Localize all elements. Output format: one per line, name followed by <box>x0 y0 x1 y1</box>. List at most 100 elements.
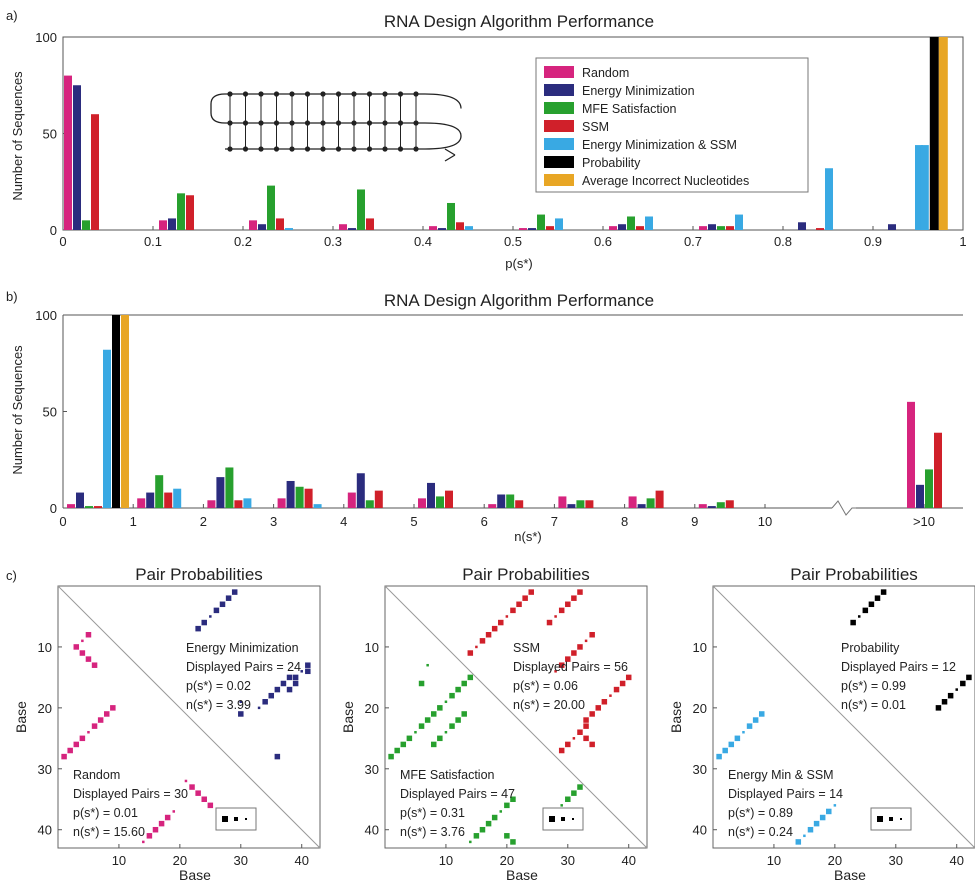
x-tick-label: 0.3 <box>324 234 342 249</box>
bar-energy-minimization-ssm <box>173 488 182 508</box>
hairpin-nucleotide <box>304 91 311 97</box>
pair-point-ssm <box>583 723 589 729</box>
bar-mfe-satisfaction <box>627 216 635 230</box>
hairpin-nucleotide <box>382 91 388 97</box>
legend-label-ssm: SSM <box>582 120 609 134</box>
pair-point-energy-minimization <box>305 668 311 675</box>
panel-a-title: RNA Design Algorithm Performance <box>384 12 654 31</box>
pair-point-random <box>73 644 80 650</box>
pair-point-energy-minimization <box>262 699 268 705</box>
bar-ssm <box>546 226 554 230</box>
x-axis-label: Base <box>179 867 211 883</box>
bar-mfe-satisfaction <box>155 475 164 508</box>
pair-point-ssm <box>625 674 632 681</box>
pair-probability-plot-2: Pair Probabilities 10 20 30 40 10 20 30 40 Base Ba… <box>340 565 648 883</box>
y-tick-label: 30 <box>38 762 52 777</box>
legend-label-random: Random <box>582 66 629 80</box>
pair-point-ssm <box>572 737 576 740</box>
bar-probability <box>112 315 120 508</box>
pair-point-energy-minimization <box>257 706 261 710</box>
x-tick-label: 10 <box>767 853 781 868</box>
hairpin-nucleotide <box>242 120 249 126</box>
bar-probability <box>929 37 939 230</box>
lower-annotation-line: Displayed Pairs = 30 <box>73 787 188 801</box>
diagonal-line <box>384 585 648 849</box>
pair-point-energy-minimization <box>209 615 212 618</box>
bar-energy-minimization-ssm <box>825 168 833 230</box>
hairpin-nucleotide <box>351 91 357 97</box>
pair-point-ssm <box>522 595 528 601</box>
pair-point-ssm <box>609 694 612 697</box>
lower-annotation-line: Energy Min & SSM <box>728 768 834 782</box>
legend-box <box>535 57 809 193</box>
bar-random <box>488 504 497 508</box>
hairpin-backbone <box>210 93 462 137</box>
bar-mfe-satisfaction <box>295 486 304 508</box>
pair-point-ssm <box>528 589 534 595</box>
pair-point-ssm <box>554 615 557 618</box>
pair-point-ssm <box>498 619 504 626</box>
pair-point-energy-minimization <box>292 674 299 681</box>
hairpin-arrowhead <box>444 148 456 162</box>
pair-point-ssm <box>475 645 478 649</box>
hairpin-nucleotide <box>335 91 342 97</box>
legend-swatch-energy-minimization <box>544 84 574 96</box>
bar-random <box>907 401 915 508</box>
bar-ssm <box>725 500 734 508</box>
y-tick-label: 30 <box>693 762 707 777</box>
hairpin-nucleotide <box>304 146 311 152</box>
x-tick-label: 10 <box>439 853 453 868</box>
pair-point-probability <box>862 607 869 614</box>
pair-point-ssm <box>589 631 595 638</box>
bar-random <box>249 220 257 230</box>
pair-point-energy-minimization <box>286 686 293 693</box>
hairpin-nucleotide <box>366 91 373 97</box>
bar-energy-minimization-ssm <box>915 145 923 230</box>
hairpin-nucleotide <box>397 91 404 97</box>
bar-ssm <box>726 226 734 230</box>
hairpin-nucleotide <box>382 120 388 126</box>
pair-point-random <box>189 784 195 790</box>
y-tick-label: 10 <box>38 640 52 655</box>
pair-point-ssm <box>583 717 589 723</box>
bar-random <box>628 496 637 508</box>
bar-energy-minimization <box>567 504 576 508</box>
pair-point-energy-minimization-ssm <box>803 834 806 838</box>
pair-point-mfe-satisfaction <box>510 839 516 845</box>
hairpin-nucleotide <box>397 120 404 126</box>
bar-mfe-satisfaction <box>357 189 365 230</box>
y-tick-label: 0 <box>50 223 57 238</box>
pair-point-energy-minimization-ssm <box>728 741 735 748</box>
bar-ssm <box>374 490 383 508</box>
pair-point-energy-minimization <box>274 753 281 760</box>
pair-point-mfe-satisfaction <box>388 753 394 760</box>
bar-random <box>609 226 617 230</box>
pair-point-ssm <box>584 639 588 643</box>
panel-c: c) Pair Probabilities 10 20 30 40 10 20 30 40 Bas… <box>6 565 975 883</box>
point-size-key-medium <box>234 817 238 821</box>
pair-point-energy-minimization <box>300 670 303 673</box>
x-tick-label: 9 <box>691 514 698 529</box>
x-tick-label: 40 <box>621 853 635 868</box>
bar-energy-minimization-ssm <box>645 216 653 230</box>
y-tick-label: 20 <box>38 701 52 716</box>
hairpin-nucleotide <box>397 146 404 152</box>
pair-point-ssm <box>613 686 620 693</box>
lower-annotation-line: Displayed Pairs = 14 <box>728 787 843 801</box>
panel-c-plots: Pair Probabilities 10 20 30 40 10 20 30 40 Base Ba… <box>13 565 975 883</box>
pair-point-mfe-satisfaction <box>565 796 571 803</box>
upper-annotation-line: SSM <box>513 641 540 655</box>
bar-energy-minimization-ssm <box>465 226 473 230</box>
pair-point-ssm <box>485 631 492 638</box>
hairpin-nucleotide <box>242 146 249 152</box>
legend-swatch-ssm <box>544 120 574 132</box>
bar-mfe-satisfaction <box>925 469 933 508</box>
bar-ssm <box>816 228 824 230</box>
y-tick-label: 40 <box>38 823 52 838</box>
pair-point-energy-minimization-ssm <box>742 730 745 734</box>
bar-ssm <box>366 218 374 230</box>
pair-point-ssm <box>565 656 571 662</box>
y-tick-label: 30 <box>365 762 379 777</box>
pair-point-energy-minimization-ssm <box>813 820 820 827</box>
